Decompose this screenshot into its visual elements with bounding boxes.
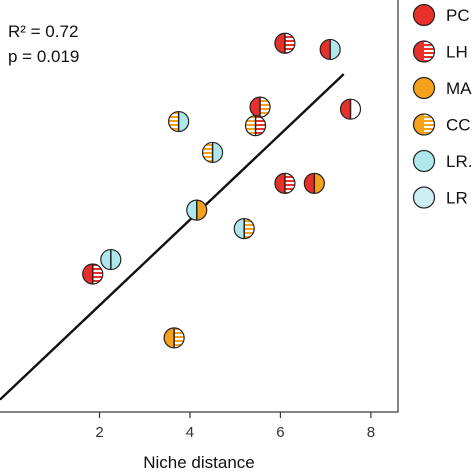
- data-point: [274, 32, 296, 54]
- data-point: [233, 218, 255, 240]
- legend-label: CC: [446, 116, 471, 135]
- data-point: [303, 172, 325, 194]
- legend-label: LR: [446, 189, 468, 208]
- legend-item: CC: [412, 113, 471, 136]
- x-tick-label: 6: [276, 424, 284, 441]
- r-squared-label: R² = 0.72: [8, 22, 78, 41]
- data-point: [82, 263, 104, 285]
- data-point: [274, 172, 296, 194]
- legend-item: LH: [412, 40, 468, 63]
- data-point: [249, 96, 271, 118]
- legend-item: PC: [412, 3, 470, 27]
- x-tick-label: 8: [367, 424, 375, 441]
- data-point: [100, 248, 122, 271]
- legend-item: LR.: [412, 149, 472, 173]
- legend-label: LR.: [446, 152, 472, 171]
- p-value-label: p = 0.019: [8, 47, 79, 66]
- x-axis-title: Niche distance: [143, 453, 255, 472]
- data-point: [163, 327, 185, 349]
- x-tick-label: 2: [95, 424, 103, 441]
- data-point: [168, 110, 190, 133]
- data-point: [186, 199, 208, 221]
- data-point: [244, 115, 267, 137]
- data-point: [339, 98, 362, 120]
- legend-label: PC: [446, 6, 470, 25]
- x-tick-label: 4: [186, 424, 194, 441]
- regression-line: [0, 73, 345, 401]
- legend-item: LR: [412, 186, 468, 209]
- legend-label: MA: [446, 79, 472, 98]
- legend-label: LH: [446, 43, 468, 62]
- data-point: [201, 141, 224, 164]
- data-point: [319, 38, 341, 61]
- legend-item: MA: [412, 76, 472, 100]
